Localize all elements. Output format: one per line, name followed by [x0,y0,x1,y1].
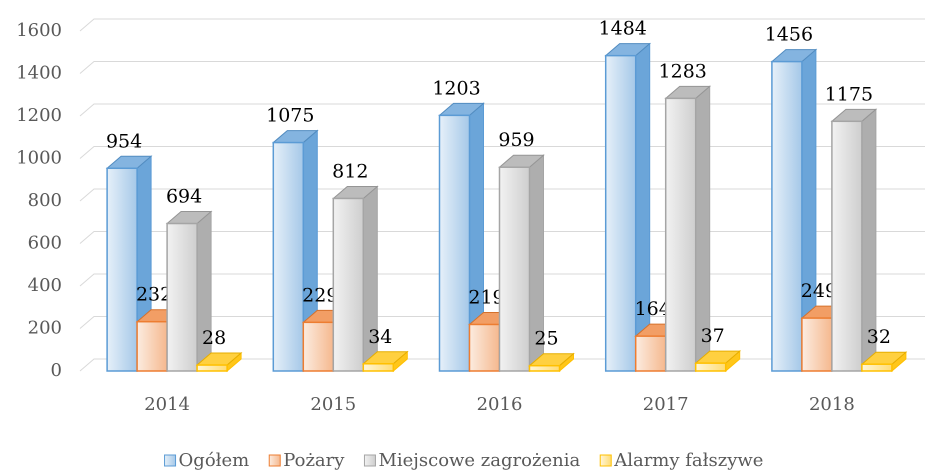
bar [331,185,379,373]
legend-label: Pożary [283,450,345,471]
bar [694,350,742,373]
data-label: 232 [136,284,172,306]
x-tick-label: 2018 [809,394,855,415]
data-label: 1203 [432,77,480,99]
x-tick-label: 2014 [144,394,190,415]
data-label: 28 [202,327,226,349]
x-tick-label: 2016 [477,394,523,415]
y-tick-label: 1200 [16,105,62,126]
data-label: 25 [534,328,558,350]
data-label: 37 [701,325,725,347]
bar [271,129,319,373]
legend-swatch [599,454,612,467]
legend: Ogółem Pożary Miejscowe zagrożenia Alarmy f… [164,450,763,471]
data-label: 34 [368,326,392,348]
bar [830,108,878,373]
data-label: 954 [106,130,142,152]
data-label: 32 [867,326,891,348]
bar [528,352,575,373]
y-tick-label: 1400 [16,63,62,84]
legend-label: Ogółem [179,450,250,471]
legend-label: Alarmy fałszywe [613,450,763,471]
data-label: 249 [801,280,837,302]
x-tick-label: 2017 [643,394,689,415]
data-label: 1075 [266,105,314,127]
data-label: 219 [468,286,504,308]
bar [498,154,545,373]
bar [664,85,712,373]
bar [770,48,818,373]
bar [860,351,908,373]
data-label: 1456 [765,24,813,46]
data-label: 1283 [659,60,707,82]
y-tick-label: 1600 [16,20,62,41]
bar [438,102,485,373]
y-tick-label: 0 [51,360,62,381]
bar [195,351,243,373]
data-label: 959 [498,129,534,151]
data-label: 1175 [825,83,873,105]
data-label: 164 [635,298,671,320]
data-label: 694 [166,186,202,208]
y-tick-label: 600 [28,233,62,254]
y-tick-label: 200 [28,318,62,339]
bar [361,350,409,373]
bar [165,210,213,373]
x-tick-label: 2015 [310,394,356,415]
y-tick-label: 800 [28,190,62,211]
bar [604,42,652,373]
legend-swatch [164,454,177,467]
legend-label: Miejscowe zagrożenia [378,450,580,471]
y-tick-label: 1000 [16,148,62,169]
grid-line [79,18,925,32]
y-tick-label: 400 [28,275,62,296]
legend-swatch [268,454,281,467]
data-label: 229 [302,284,338,306]
data-label: 812 [332,160,368,182]
legend-swatch [363,454,376,467]
data-label: 1484 [599,18,647,40]
